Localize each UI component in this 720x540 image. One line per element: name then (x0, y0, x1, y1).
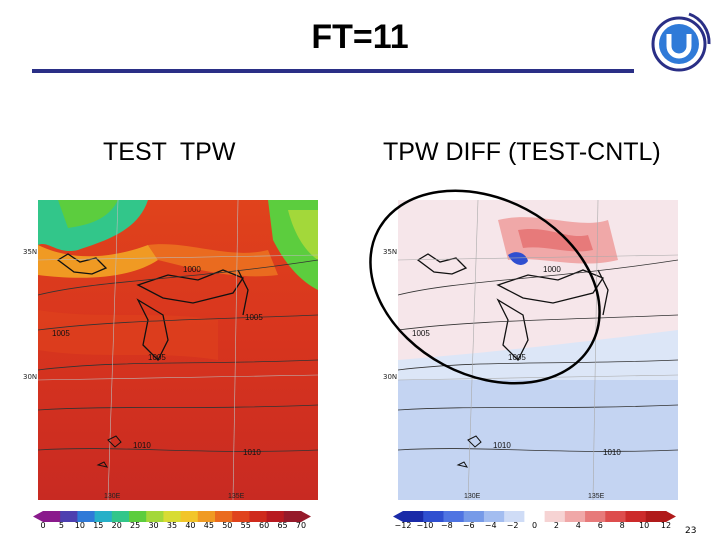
left-colorbar-tick-label: 0 (40, 521, 46, 530)
isobar-label: 1010 (493, 441, 511, 450)
right-colorbar-segment (585, 511, 606, 522)
right-colorbar-segment (423, 511, 444, 522)
right-colorbar-tick-label: 4 (575, 521, 581, 530)
left-colorbar-segment (283, 511, 302, 522)
right-colorbar-segment (564, 511, 586, 522)
left-colorbar-segment (129, 511, 147, 522)
isobar-label: 1005 (412, 329, 430, 338)
left-colorbar-ticks: 0 5 10 15 20 25 30 35 40 45 50 55 60 65 70 (33, 521, 311, 533)
left-colorbar-tick-label: 10 (74, 521, 85, 530)
right-colorbar-tick-label: 0 (531, 521, 538, 530)
organization-logo-icon (651, 12, 711, 72)
right-colorbar-tick-label: 6 (597, 521, 603, 530)
lat-label: 30N (23, 373, 38, 381)
tpw-map: 1000 1005 1005 1005 1010 1010 130E 135E (38, 200, 318, 500)
isobar-label: 1010 (243, 448, 261, 457)
right-colorbar-segment (524, 511, 546, 522)
right-colorbar (393, 510, 676, 523)
left-colorbar-segment (43, 511, 61, 522)
left-colorbar-tick-label: 65 (277, 521, 288, 530)
lon-label: 130E (464, 493, 481, 500)
left-colorbar-tick-label: 5 (58, 521, 64, 530)
left-panel-label: TEST TPW (103, 138, 236, 166)
isobar-label: 1010 (603, 448, 621, 457)
left-colorbar-segment (215, 511, 233, 522)
isobar-label: 1005 (148, 353, 166, 362)
right-colorbar-arrow-min (393, 511, 403, 522)
right-colorbar-ticks: −12 −10 −8 −6 −4 −2 0 2 4 6 8 10 12 (393, 521, 676, 533)
lat-label: 30N (383, 373, 398, 381)
slide-title: FT=11 (311, 18, 409, 56)
left-colorbar-segment (266, 511, 285, 522)
right-colorbar-arrow-max (666, 511, 676, 522)
tpw-diff-map: 1000 1005 1005 1010 1010 130E 135E (398, 200, 678, 500)
left-colorbar-segment (77, 511, 96, 522)
lat-label: 35N (383, 248, 398, 256)
isobar-label: 1000 (183, 265, 201, 274)
right-panel-label: TPW DIFF (TEST-CNTL) (383, 138, 661, 166)
left-colorbar (33, 510, 311, 523)
right-colorbar-tick-label: −8 (440, 521, 453, 530)
left-colorbar-segment (60, 511, 78, 522)
title-underline (32, 69, 634, 73)
right-colorbar-segment (504, 511, 525, 522)
isobar-label: 1005 (52, 329, 70, 338)
page-number: 23 (685, 526, 697, 536)
left-colorbar-segment (94, 511, 113, 522)
right-colorbar-tick-label: 2 (553, 521, 559, 530)
left-colorbar-tick-label: 70 (295, 521, 307, 530)
left-colorbar-segment (197, 511, 216, 522)
right-colorbar-tick-label: 8 (619, 521, 625, 530)
isobar-label: 1005 (245, 313, 263, 322)
right-colorbar-segment (443, 511, 465, 522)
left-colorbar-tick-label: 15 (93, 521, 104, 530)
left-colorbar-tick-label: 55 (240, 521, 251, 530)
left-colorbar-tick-label: 30 (148, 521, 159, 530)
right-colorbar-tick-label: −2 (506, 521, 519, 530)
isobar-label: 1005 (508, 353, 526, 362)
highlight-ellipse (369, 189, 601, 385)
right-colorbar-segment (544, 511, 566, 522)
left-colorbar-tick-label: 25 (130, 521, 141, 530)
lat-label: 35N (23, 248, 38, 256)
left-colorbar-tick-label: 35 (166, 521, 178, 530)
right-colorbar-tick-label: 10 (638, 521, 650, 530)
left-colorbar-tick-label: 50 (222, 521, 233, 530)
lon-label: 135E (228, 493, 245, 500)
left-colorbar-segment (232, 511, 250, 522)
lon-label: 135E (588, 493, 605, 500)
right-colorbar-segment (463, 511, 485, 522)
right-colorbar-segment (483, 511, 505, 522)
left-colorbar-tick-label: 60 (259, 521, 270, 530)
left-colorbar-segment (163, 511, 182, 522)
right-colorbar-tick-label: −10 (416, 521, 434, 530)
isobar-label: 1000 (543, 265, 561, 274)
lon-label: 130E (104, 493, 121, 500)
right-colorbar-segment (605, 511, 627, 522)
left-colorbar-tick-label: 40 (185, 521, 196, 530)
right-colorbar-tick-label: −6 (462, 521, 475, 530)
left-colorbar-segment (111, 511, 130, 522)
right-colorbar-segment (645, 511, 667, 522)
left-colorbar-arrow-max (301, 511, 311, 522)
left-colorbar-segment (146, 511, 164, 522)
right-colorbar-tick-label: 12 (660, 521, 672, 530)
right-colorbar-tick-label: −4 (484, 521, 497, 530)
left-colorbar-tick-label: 45 (203, 521, 214, 530)
right-colorbar-segment (625, 511, 647, 522)
right-colorbar-tick-label: −12 (394, 521, 412, 530)
left-colorbar-segment (180, 511, 199, 522)
isobar-label: 1010 (133, 441, 151, 450)
left-colorbar-tick-label: 20 (111, 521, 122, 530)
left-colorbar-segment (249, 511, 268, 522)
right-colorbar-segment (403, 511, 424, 522)
left-colorbar-arrow-min (33, 511, 43, 522)
